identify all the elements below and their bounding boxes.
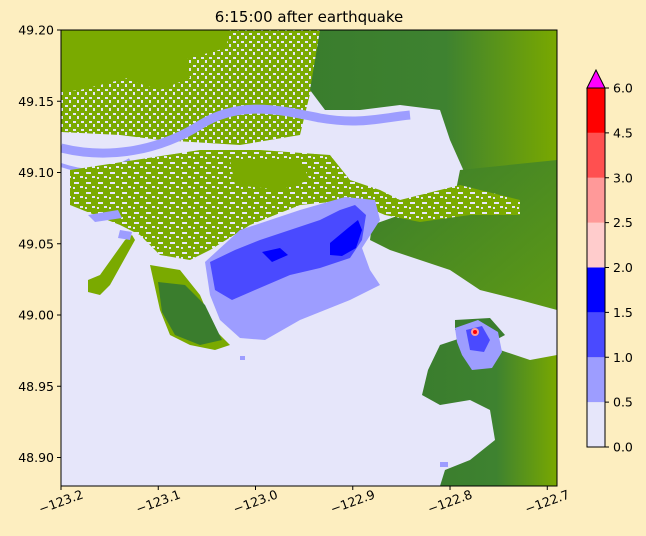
surge-head bbox=[330, 220, 362, 256]
x-tick-label: −122.8 bbox=[426, 487, 475, 517]
y-tick-label: 49.05 bbox=[18, 236, 54, 251]
jetty-tip bbox=[118, 230, 132, 240]
colorbar-tick-label: 3.0 bbox=[613, 170, 633, 185]
colorbar-segment bbox=[587, 177, 605, 223]
jetty bbox=[88, 235, 135, 295]
colorbar-segment bbox=[587, 357, 605, 403]
x-tick-label: −122.7 bbox=[523, 487, 572, 517]
surge-speck bbox=[440, 462, 448, 467]
highland-northeast bbox=[310, 30, 557, 200]
chart-title: 6:15:00 after earthquake bbox=[215, 8, 403, 26]
y-tick-label: 49.10 bbox=[18, 165, 54, 180]
colorbar-tick-label: 6.0 bbox=[613, 81, 633, 96]
surge-speck bbox=[240, 356, 245, 360]
colorbar-tick-label: 2.5 bbox=[613, 215, 633, 230]
colorbar-segment bbox=[587, 267, 605, 313]
land-delta bbox=[70, 150, 520, 260]
surge-inner bbox=[210, 205, 366, 300]
river-mouth bbox=[88, 210, 122, 222]
colorbar-tick-label: 0.5 bbox=[613, 395, 633, 410]
river bbox=[61, 104, 411, 158]
colorbar-tick-label: 0.0 bbox=[613, 440, 633, 455]
colorbar: 0.0 0.5 1.0 1.5 2.0 2.5 3.0 4.5 6.0 bbox=[586, 68, 633, 455]
y-axis: 48.90 48.95 49.00 49.05 49.10 49.15 49.20 bbox=[18, 23, 61, 465]
x-axis: −123.2 −123.1 −123.0 −122.9 −122.8 −122.7 bbox=[37, 486, 572, 517]
surge-head-small bbox=[262, 248, 288, 262]
peninsula-west-hill bbox=[158, 282, 222, 345]
y-tick-label: 48.90 bbox=[18, 450, 54, 465]
colorbar-tick-label: 2.0 bbox=[613, 260, 633, 275]
x-tick-label: −123.0 bbox=[231, 487, 280, 517]
colorbar-segment bbox=[587, 312, 605, 358]
colorbar-tick-label: 1.0 bbox=[613, 350, 633, 365]
colorbar-extend-max bbox=[586, 68, 606, 89]
y-tick-label: 49.15 bbox=[18, 94, 54, 109]
y-tick-label: 49.20 bbox=[18, 23, 54, 38]
colorbar-segment bbox=[587, 132, 605, 178]
colorbar-tick-label: 1.5 bbox=[613, 305, 633, 320]
highland-east-lower bbox=[370, 160, 557, 310]
colorbar-segment bbox=[587, 88, 605, 133]
land-delta-farm bbox=[230, 160, 310, 190]
colorbar-segment bbox=[587, 222, 605, 268]
x-tick-label: −122.9 bbox=[328, 487, 377, 517]
land-park bbox=[128, 42, 190, 90]
surge-drayton-core bbox=[473, 330, 477, 334]
y-tick-label: 49.00 bbox=[18, 308, 54, 323]
x-tick-label: −123.1 bbox=[134, 487, 183, 517]
colorbar-tick-label: 4.5 bbox=[613, 125, 633, 140]
map-area bbox=[61, 30, 557, 486]
plot-frame bbox=[60, 29, 558, 487]
y-tick-label: 48.95 bbox=[18, 379, 54, 394]
colorbar-segment bbox=[587, 402, 605, 447]
highland-southeast bbox=[422, 335, 557, 486]
x-tick-label: −123.2 bbox=[37, 487, 86, 517]
